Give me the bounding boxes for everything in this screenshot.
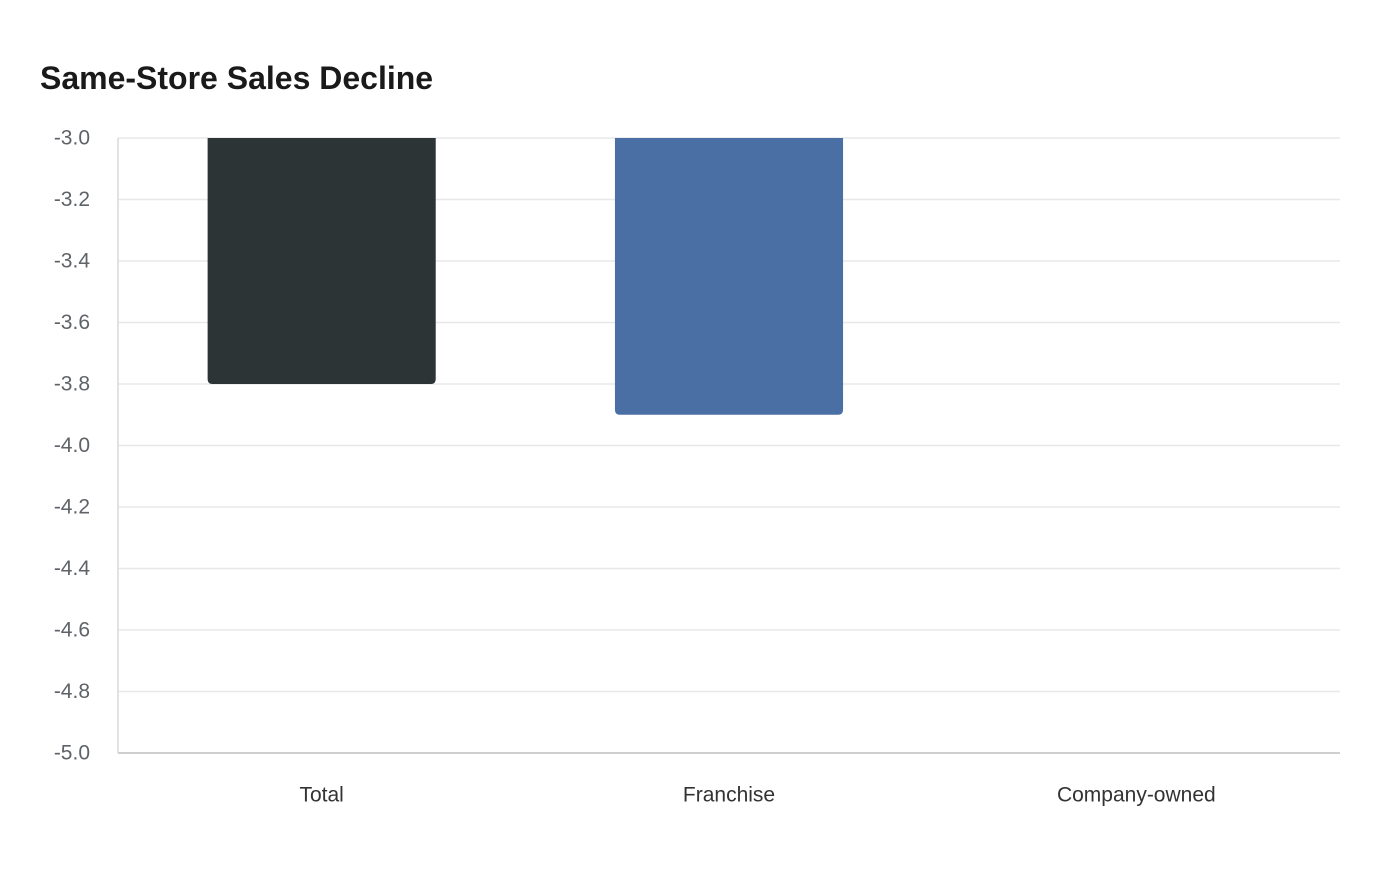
- y-tick-label: -3.4: [54, 250, 91, 273]
- bar-franchise: [614, 138, 844, 415]
- bar-total: [207, 138, 436, 384]
- y-tick-label: -4.8: [54, 680, 90, 703]
- y-tick-label: -4.0: [54, 434, 90, 457]
- x-category-label: Company-owned: [1057, 784, 1216, 807]
- chart-title: Same-Store Sales Decline: [40, 60, 434, 96]
- axes: [117, 138, 1340, 754]
- x-category-label: Total: [299, 784, 343, 807]
- y-tick-label: -3.2: [54, 188, 90, 211]
- y-tick-label: -4.2: [54, 496, 90, 519]
- y-tick-labels: -3.0 -3.2 -3.4 -3.6 -3.8 -4.0 -4.2 -4.4 -4.6 -4.8…: [54, 127, 91, 765]
- y-tick-label: -4.6: [54, 619, 90, 642]
- bars: [207, 138, 844, 415]
- y-tick-label: -3.8: [54, 373, 90, 396]
- y-tick-label: -5.0: [54, 742, 90, 765]
- y-tick-label: -3.6: [54, 311, 90, 334]
- y-tick-label: -3.0: [54, 127, 90, 150]
- x-category-labels: Total Franchise Company-owned: [299, 784, 1215, 807]
- x-category-label: Franchise: [683, 784, 775, 807]
- y-tick-label: -4.4: [54, 557, 91, 580]
